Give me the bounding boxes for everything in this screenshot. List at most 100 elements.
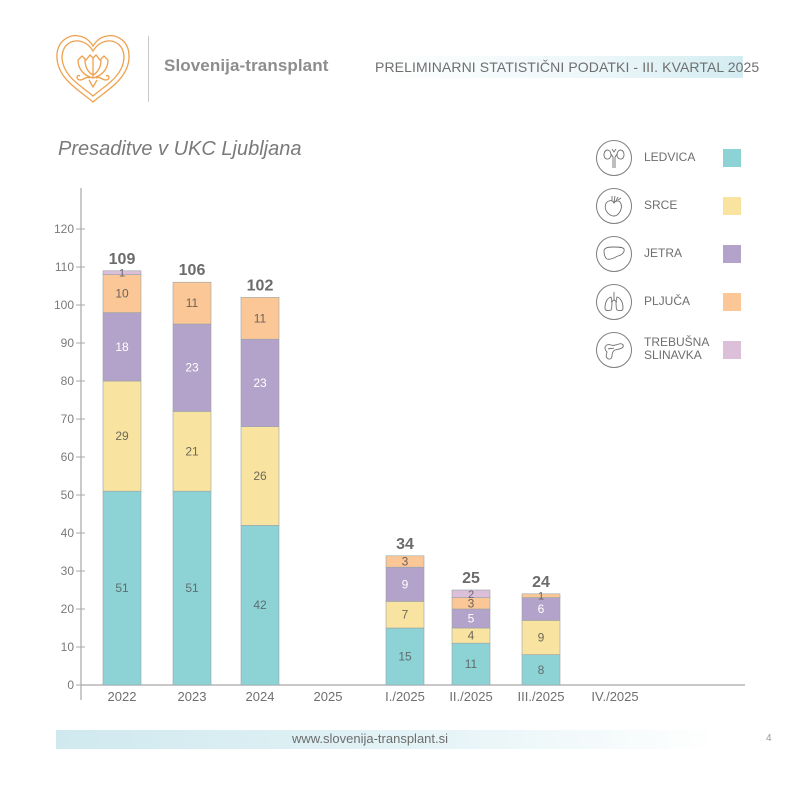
data-label: 23 xyxy=(253,376,267,390)
y-tick-label: 60 xyxy=(61,450,75,464)
legend-swatch-jetra xyxy=(723,245,741,263)
lungs-icon xyxy=(604,292,624,312)
data-label: 11 xyxy=(465,657,478,671)
data-label: 51 xyxy=(185,581,199,595)
y-tick-label: 0 xyxy=(67,678,74,692)
x-tick-label: II./2025 xyxy=(449,689,492,704)
data-label: 1 xyxy=(538,591,544,603)
x-tick-label: I./2025 xyxy=(385,689,425,704)
data-label: 18 xyxy=(115,340,129,354)
x-tick-label: IV./2025 xyxy=(591,689,638,704)
data-label: 9 xyxy=(538,631,545,645)
chart-title: Presaditve v UKC Ljubljana xyxy=(58,138,302,160)
legend-label: LEDVICA xyxy=(644,150,696,164)
bar-segment xyxy=(385,627,425,686)
report-title: PRELIMINARNI STATISTIČNI PODATKI - III. … xyxy=(375,59,760,75)
bar-segment xyxy=(451,589,491,598)
legend-label: TREBUŠNA SLINAVKA xyxy=(644,335,710,362)
data-label: 5 xyxy=(468,612,475,626)
slovenija-transplant-logo xyxy=(52,30,134,106)
data-label: 2 xyxy=(468,589,474,601)
total-label: 106 xyxy=(179,262,206,279)
pancreas-icon xyxy=(604,343,624,360)
data-label: 6 xyxy=(538,602,545,616)
bar-segment xyxy=(240,297,280,340)
bar-segment xyxy=(385,566,425,602)
legend-item-trebusna-slinavka: TREBUŠNA SLINAVKA xyxy=(596,332,756,380)
footer-band xyxy=(56,730,716,749)
data-label: 11 xyxy=(186,296,199,310)
bar-segment xyxy=(102,274,142,313)
legend-item-pljuca: PLJUČA xyxy=(596,284,756,332)
brand-name: Slovenija-transplant xyxy=(164,56,329,75)
data-label: 8 xyxy=(538,663,545,677)
data-label: 26 xyxy=(253,469,267,483)
y-tick-label: 30 xyxy=(61,564,75,578)
bar-segment xyxy=(521,593,561,598)
legend-label: JETRA xyxy=(644,246,683,260)
y-tick-label: 40 xyxy=(61,526,75,540)
y-tick-label: 90 xyxy=(61,336,75,350)
bar-segment xyxy=(240,426,280,526)
x-tick-label: 2023 xyxy=(178,689,207,704)
page-number: 4 xyxy=(766,733,772,744)
data-label: 9 xyxy=(402,577,409,591)
logo-divider xyxy=(148,36,149,102)
total-label: 102 xyxy=(247,277,274,294)
footer-url[interactable]: www.slovenija-transplant.si xyxy=(291,731,449,746)
y-tick-label: 50 xyxy=(61,488,75,502)
bar-segment xyxy=(172,281,212,325)
data-label: 42 xyxy=(253,598,267,612)
data-label: 3 xyxy=(402,555,409,569)
total-label: 34 xyxy=(396,536,414,553)
x-tick-label: 2022 xyxy=(108,689,137,704)
bar-segment xyxy=(385,601,425,629)
heart-organ-icon xyxy=(604,195,622,217)
bar-segment xyxy=(172,490,212,686)
bar-segment xyxy=(385,555,425,568)
bar-segment xyxy=(102,490,142,686)
y-tick-label: 10 xyxy=(61,640,75,654)
data-label: 11 xyxy=(254,311,267,325)
legend-label: PLJUČA xyxy=(644,294,691,308)
bar-segment xyxy=(102,270,142,275)
y-tick-label: 100 xyxy=(54,298,74,312)
header-band xyxy=(368,56,743,78)
data-label: 15 xyxy=(398,650,412,664)
legend-swatch-srce xyxy=(723,197,741,215)
y-tick-label: 120 xyxy=(54,222,74,236)
y-tick-label: 80 xyxy=(61,374,75,388)
kidneys-icon xyxy=(603,148,625,168)
legend-item-srce: SRCE xyxy=(596,188,756,236)
liver-icon xyxy=(603,246,625,260)
total-label: 25 xyxy=(462,570,480,587)
heart-flower-logo-icon xyxy=(56,35,130,103)
x-tick-label: 2025 xyxy=(314,689,343,704)
data-label: 7 xyxy=(402,608,409,622)
data-label: 51 xyxy=(115,581,129,595)
data-label: 1 xyxy=(119,268,125,280)
y-tick-label: 20 xyxy=(61,602,75,616)
data-label: 29 xyxy=(115,429,129,443)
y-tick-label: 70 xyxy=(61,412,75,426)
data-label: 10 xyxy=(115,287,129,301)
legend-swatch-trebusna-slinavka xyxy=(723,341,741,359)
bar-segment xyxy=(521,620,561,655)
total-label: 24 xyxy=(532,574,550,591)
bar-segment xyxy=(102,380,142,492)
legend-item-ledvica: LEDVICA xyxy=(596,140,756,188)
legend-swatch-pljuca xyxy=(723,293,741,311)
bar-segment xyxy=(172,323,212,412)
bar-segment xyxy=(240,338,280,427)
x-tick-label: III./2025 xyxy=(518,689,565,704)
bar-segment xyxy=(102,312,142,382)
legend-item-jetra: JETRA xyxy=(596,236,756,284)
legend-label: SRCE xyxy=(644,198,678,212)
x-tick-label: 2024 xyxy=(246,689,275,704)
legend-swatch-ledvica xyxy=(723,149,741,167)
bar-segment xyxy=(172,411,212,492)
data-label: 3 xyxy=(468,596,475,610)
y-tick-label: 110 xyxy=(55,260,74,274)
data-label: 23 xyxy=(185,361,199,375)
